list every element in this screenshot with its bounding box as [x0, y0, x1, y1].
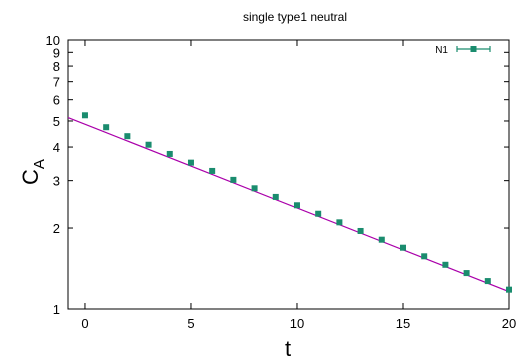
x-axis-label: t — [285, 336, 291, 360]
y-tick-label: 6 — [53, 93, 60, 108]
fit-line — [67, 116, 510, 293]
y-axis-label-subscript: A — [31, 159, 48, 169]
data-point — [484, 278, 491, 285]
data-point — [442, 261, 449, 268]
y-tick-label: 8 — [53, 59, 60, 74]
data-point — [336, 219, 343, 226]
data-point — [124, 133, 131, 140]
data-point — [293, 202, 300, 209]
legend-label-n1: N1 — [435, 45, 448, 56]
data-point — [251, 185, 258, 192]
y-tick-label: 1 — [53, 302, 60, 317]
svg-text:CA: CA — [18, 159, 48, 185]
y-tick-label: 5 — [53, 114, 60, 129]
y-tick-label: 10 — [46, 33, 60, 48]
data-point — [145, 141, 152, 148]
data-point — [463, 270, 470, 277]
y-tick-label: 4 — [53, 140, 60, 155]
data-point — [209, 167, 216, 174]
chart-title: single type1 neutral — [243, 10, 347, 24]
y-tick-label: 9 — [53, 45, 60, 60]
data-point — [103, 124, 110, 131]
legend-marker — [470, 46, 477, 52]
y-axis-label-main: C — [18, 169, 43, 185]
y-tick-label: 2 — [53, 221, 60, 236]
data-point — [187, 159, 194, 166]
x-tick-label: 5 — [187, 316, 194, 331]
data-point — [81, 112, 88, 119]
x-axis: 0 5 10 15 20 — [81, 40, 516, 331]
data-point — [166, 150, 173, 157]
data-point — [357, 227, 364, 234]
data-point — [272, 193, 279, 200]
data-point — [506, 286, 512, 293]
y-tick-label: 7 — [53, 75, 60, 90]
data-point — [399, 244, 406, 251]
data-point — [378, 236, 385, 243]
data-point — [230, 176, 237, 183]
x-tick-label: 15 — [396, 316, 410, 331]
data-point — [421, 253, 428, 260]
y-axis-label: CA — [18, 159, 48, 185]
legend: N1 — [435, 45, 491, 56]
series-n1-points — [81, 112, 512, 293]
y-tick-label: 3 — [53, 174, 60, 189]
x-tick-label: 0 — [81, 316, 88, 331]
x-tick-label: 20 — [502, 316, 516, 331]
legend-sample-n1 — [456, 46, 491, 52]
x-tick-label: 10 — [290, 316, 304, 331]
plot-frame — [67, 39, 510, 310]
data-point — [315, 210, 322, 217]
